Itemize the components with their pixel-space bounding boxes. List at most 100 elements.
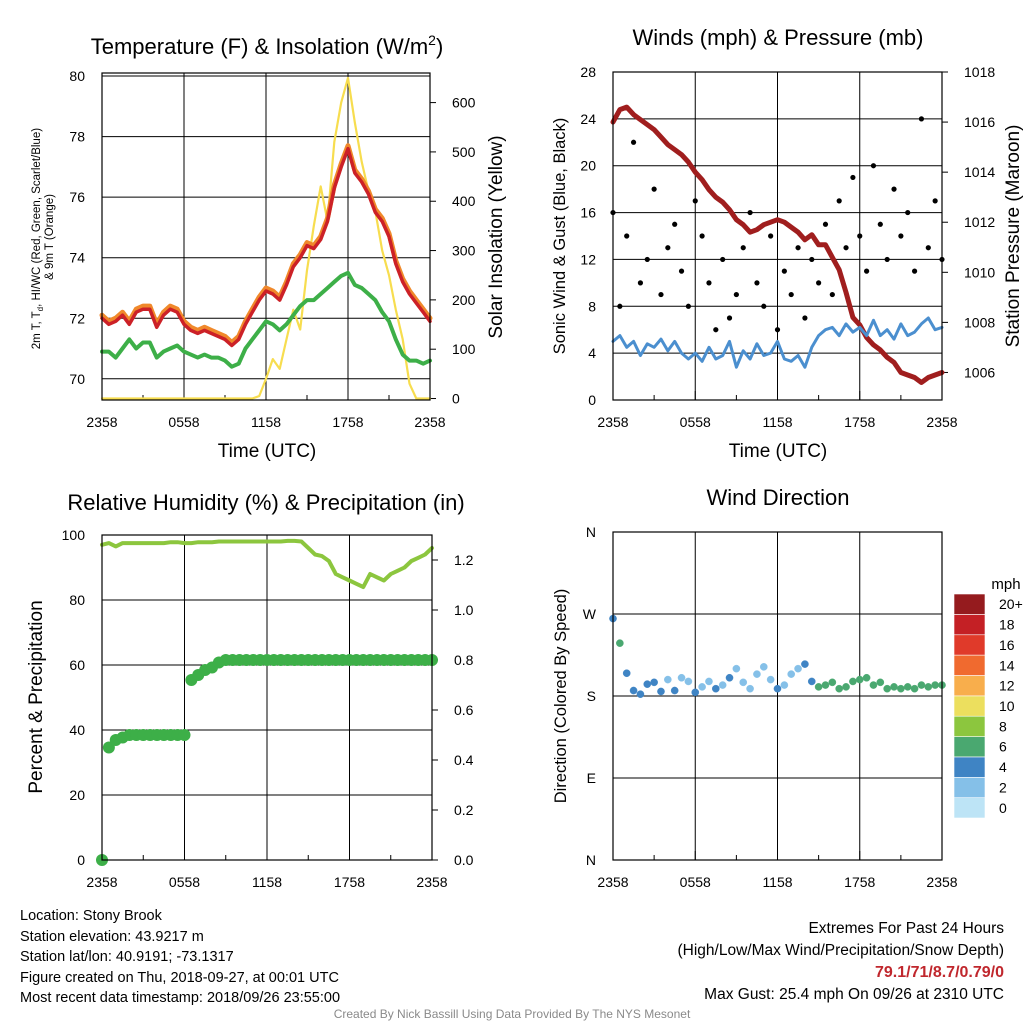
gust-point	[836, 198, 842, 204]
gust-point	[829, 291, 835, 298]
direction-point	[890, 683, 898, 691]
direction-point	[876, 678, 885, 687]
temperature-ylabel: 2m T, Td, HI/WC (Red, Green, Scarlet/Blu…	[31, 125, 56, 350]
y2-tick-label: 1014	[964, 164, 995, 180]
gust-point	[911, 268, 918, 274]
x-tick-label: 2358	[926, 874, 957, 890]
y2-tick-label: 1.2	[454, 552, 474, 568]
temperature-series	[99, 76, 433, 400]
y2-tick-label: 0	[452, 391, 460, 407]
winds-title: Winds (mph) & Pressure (mb)	[633, 25, 924, 50]
humidity-panel: Relative Humidity (%) & Precipitation (i…	[26, 490, 474, 890]
direction-point	[787, 670, 796, 678]
y2-tick-label: 100	[452, 341, 476, 357]
gust-point	[884, 256, 890, 263]
gust-point	[617, 303, 623, 309]
gust-point	[713, 327, 719, 333]
precipitation-point	[178, 729, 191, 741]
colorbar-swatch	[953, 593, 986, 615]
sonic-wind-line	[611, 316, 944, 369]
y2-tick-label: 200	[452, 292, 476, 308]
direction-point	[807, 677, 816, 686]
insolation-ylabel: Solar Insolation (Yellow)	[486, 135, 507, 338]
temperature-y-ticks: 70 72 74 76 78 80	[69, 68, 85, 387]
extremes-title: Extremes For Past 24 Hours	[808, 920, 1004, 937]
station-latlon: Station lat/lon: 40.9191; -73.1317	[20, 949, 234, 965]
x-tick-label: 0558	[169, 874, 200, 890]
y-tick-label: S	[587, 688, 596, 704]
colorbar-label: 4	[999, 759, 1007, 775]
direction-y-ticks: N E S W N	[583, 524, 597, 868]
y2-tick-label: 600	[452, 95, 476, 111]
gust-point	[692, 198, 698, 204]
x-tick-label: 2358	[926, 414, 957, 430]
direction-point	[732, 664, 741, 673]
direction-point	[883, 684, 891, 693]
winds-grid	[612, 71, 943, 401]
gust-point	[685, 303, 691, 309]
colorbar-label: 8	[999, 718, 1007, 734]
x-tick-label: 0558	[168, 414, 199, 430]
x-tick-label: 1158	[762, 414, 792, 430]
extremes-box: Extremes For Past 24 Hours (High/Low/Max…	[678, 918, 1005, 1006]
y-tick-label: 20	[69, 787, 85, 803]
colorbar-swatch	[953, 797, 986, 819]
gust-point	[740, 245, 746, 251]
direction-point	[849, 677, 857, 686]
x-tick-label: 1758	[844, 874, 875, 890]
y-tick-label: 4	[588, 345, 596, 361]
y-tick-label: N	[586, 524, 596, 540]
y2-tick-label: 1018	[964, 64, 995, 80]
y-tick-label: 8	[588, 298, 596, 314]
station-location: Location: Stony Brook	[20, 908, 162, 924]
direction-point	[835, 684, 843, 693]
x-tick-label: 2358	[414, 414, 445, 430]
x-tick-label: 2358	[597, 874, 628, 890]
gust-point	[795, 245, 801, 251]
gust-point	[768, 233, 774, 239]
gust-point	[788, 291, 794, 298]
direction-point	[670, 686, 679, 695]
direction-point	[691, 688, 700, 697]
x-tick-label: 0558	[680, 874, 711, 890]
speed-colorbar: 0 2 4 6 8 10 12 14 16 18 20+	[953, 593, 1023, 819]
direction-point	[917, 681, 926, 689]
colorbar-label: 14	[999, 657, 1015, 673]
y2-tick-label: 1016	[964, 114, 995, 130]
y-tick-label: 16	[580, 205, 596, 221]
direction-point	[636, 690, 645, 698]
gust-point	[843, 245, 849, 251]
gust-point	[857, 233, 863, 239]
direction-series	[609, 614, 946, 698]
humidity-frame	[101, 534, 433, 861]
colorbar-swatch	[953, 736, 986, 758]
gust-point	[630, 139, 637, 145]
direction-point	[855, 675, 864, 684]
y2-tick-label: 0.0	[454, 852, 474, 868]
gust-point	[816, 280, 822, 286]
direction-x-ticks: 2358 0558 1158 1758 2358	[597, 874, 957, 890]
gust-point	[781, 268, 787, 274]
x-tick-label: 1758	[844, 414, 875, 430]
gust-point	[665, 245, 671, 251]
humidity-y-ticks: 0 20 40 60 80 100	[62, 527, 86, 868]
colorbar-swatch	[953, 776, 986, 798]
direction-point	[869, 681, 878, 689]
gust-point	[672, 221, 678, 227]
x-tick-label: 1158	[762, 874, 792, 890]
y-tick-label: 100	[62, 527, 86, 543]
y2-tick-label: 1010	[964, 264, 995, 280]
pressure-y-ticks: 1006 1008 1010 1012 1014 1016 1018	[942, 64, 995, 380]
humidity-ylabel: Percent & Precipitation	[26, 600, 47, 793]
gust-point	[802, 315, 808, 321]
x-tick-label: 2358	[86, 874, 117, 890]
y-tick-label: 72	[69, 310, 85, 326]
direction-ylabel: Direction (Colored By Speed)	[552, 589, 570, 804]
y-tick-label: 76	[69, 189, 85, 205]
y2-tick-label: 1008	[964, 314, 995, 330]
dewpoint-line	[100, 270, 432, 369]
x-tick-label: 0558	[680, 414, 711, 430]
y-tick-label: 80	[69, 68, 85, 84]
direction-point	[725, 673, 734, 682]
